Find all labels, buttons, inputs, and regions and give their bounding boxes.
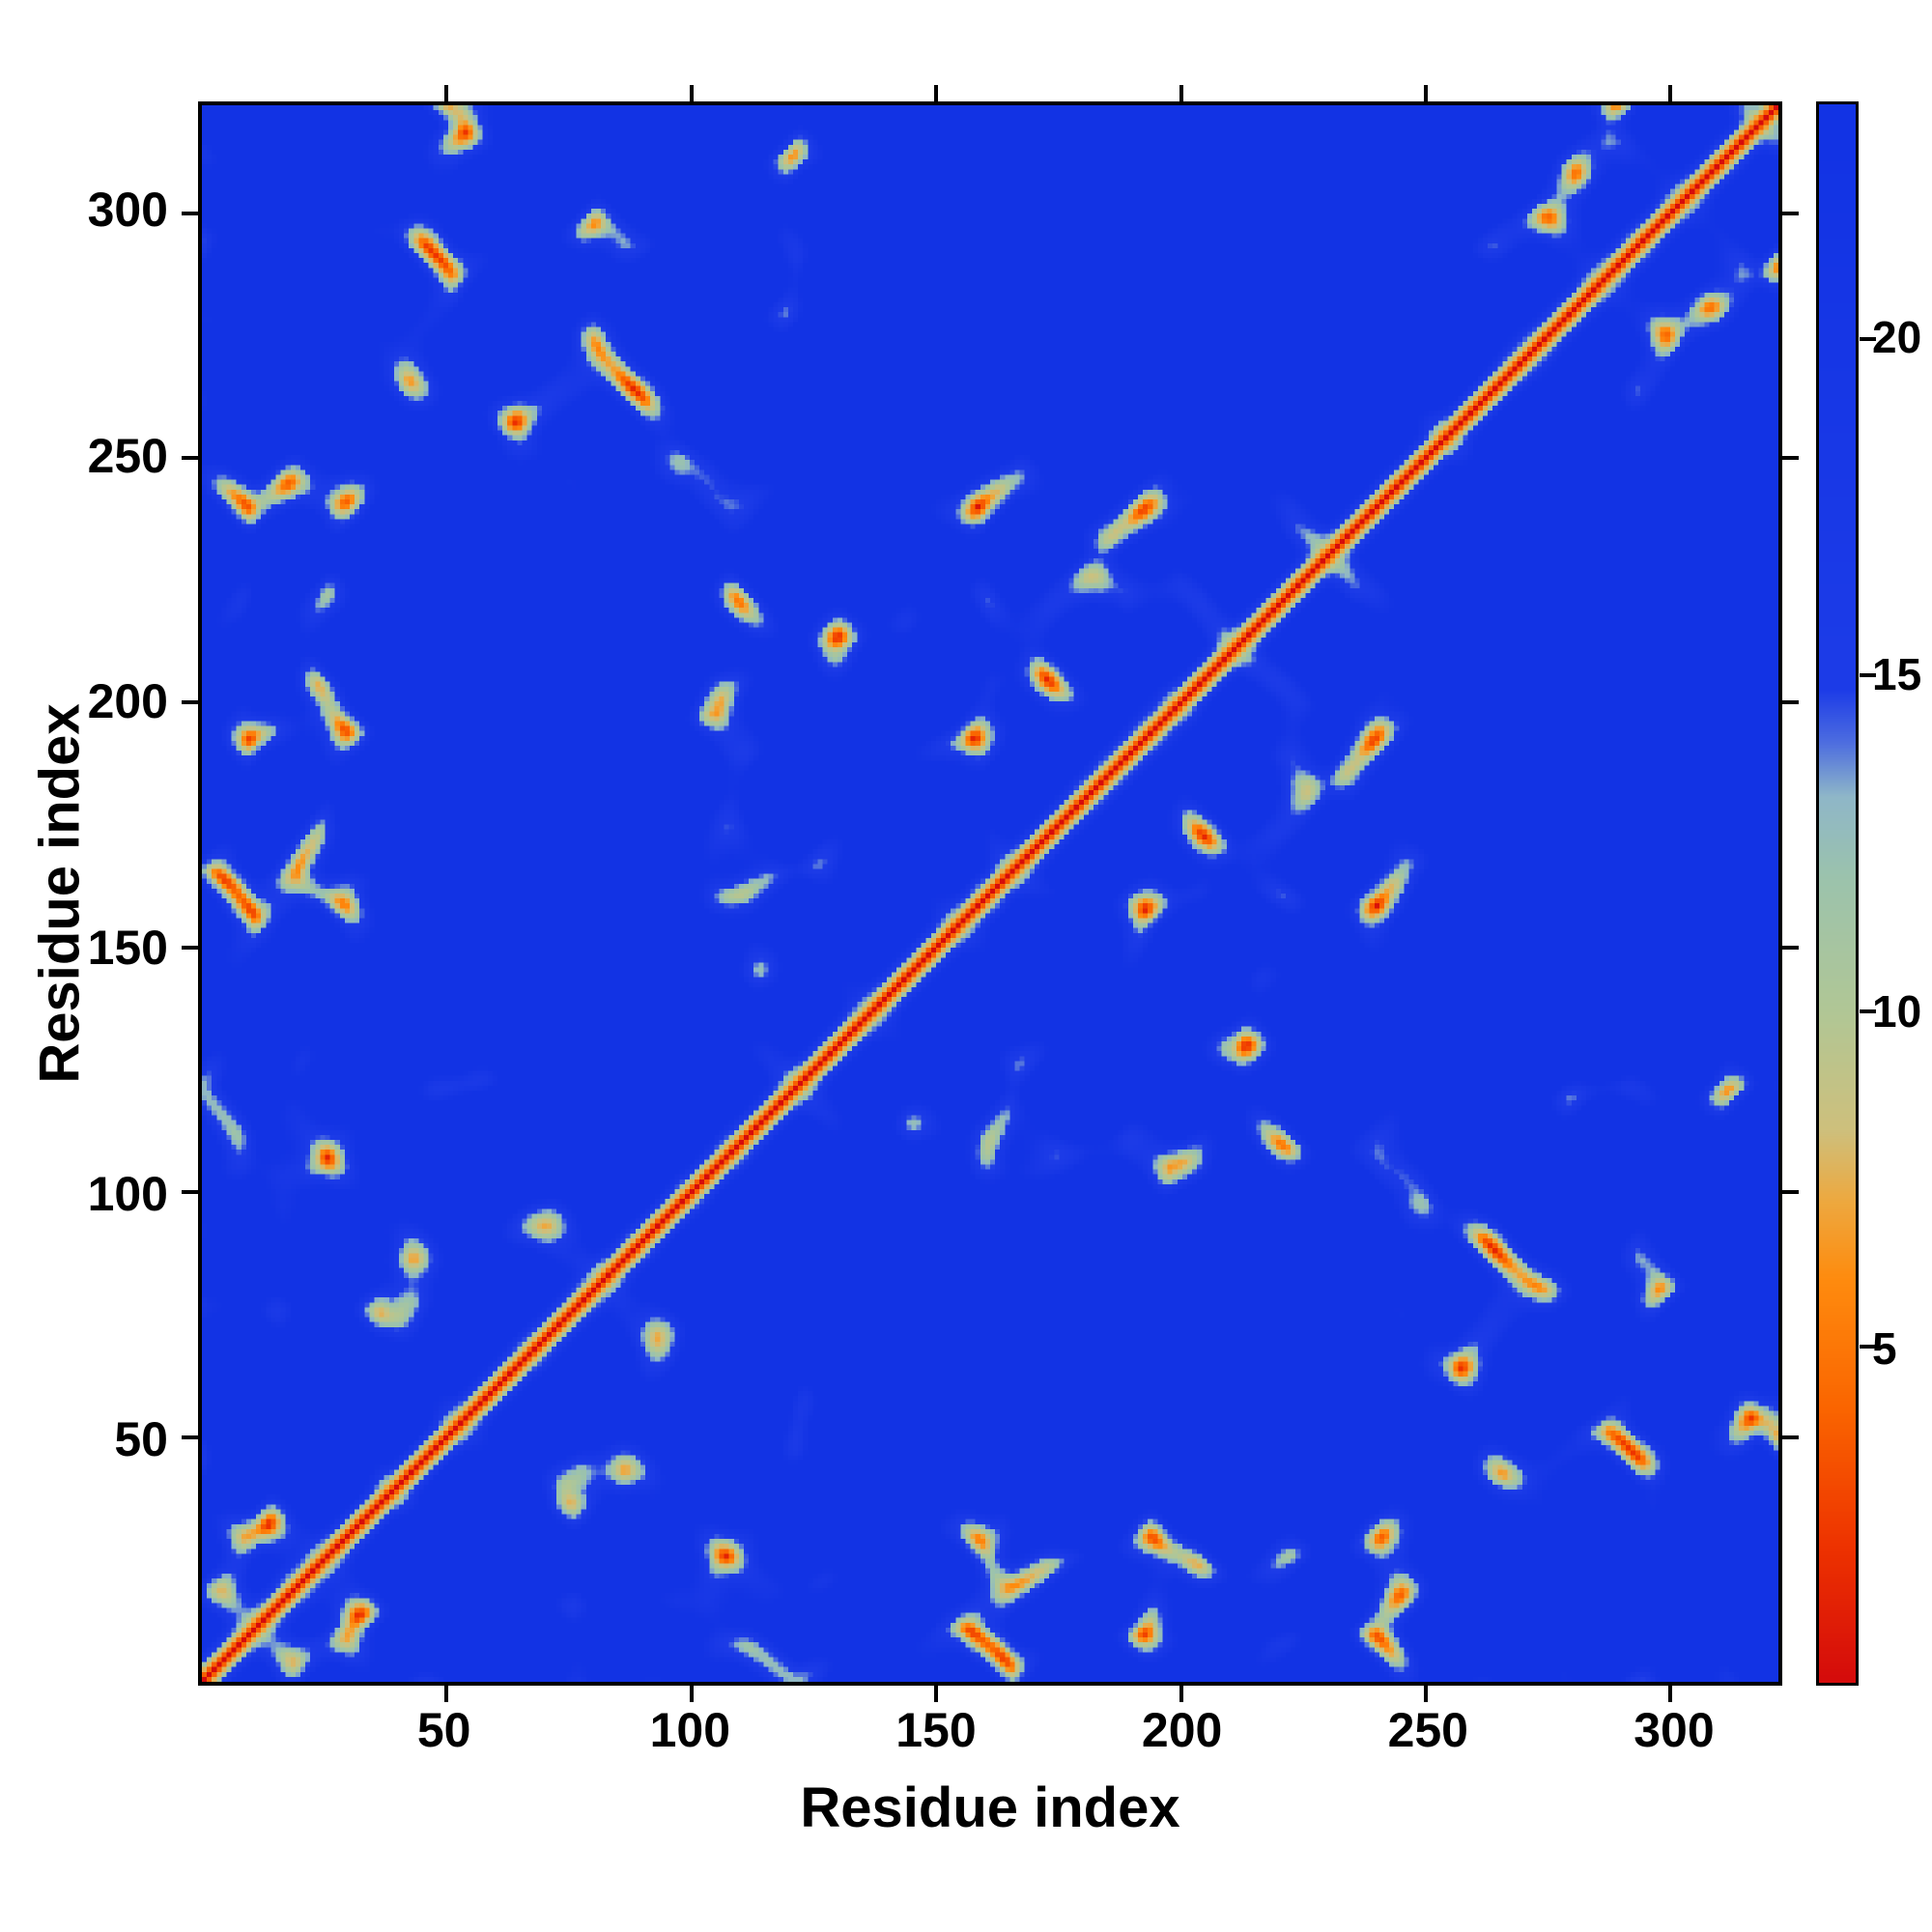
y-tick-labels: 50 100 150 200 250 300 <box>0 101 185 1686</box>
x-tick-mark <box>1179 1686 1183 1702</box>
y-tick-label: 50 <box>114 1412 168 1467</box>
x-tick-mark <box>444 85 449 101</box>
y-tick-mark <box>1782 1435 1799 1439</box>
y-tick-label: 250 <box>87 428 168 483</box>
x-tick-label: 150 <box>895 1703 977 1757</box>
y-tick-mark <box>1782 1190 1799 1195</box>
x-tick-mark <box>1668 1686 1673 1702</box>
x-tick-label: 250 <box>1387 1703 1468 1757</box>
y-tick-label: 300 <box>87 183 168 238</box>
x-axis-label: Residue index <box>800 1776 1180 1839</box>
x-tick-mark <box>689 1686 694 1702</box>
y-tick-label: 150 <box>87 921 168 976</box>
colorbar-canvas <box>1819 104 1856 1683</box>
x-tick-mark <box>934 85 939 101</box>
y-tick-mark <box>1782 455 1799 460</box>
x-tick-mark <box>1424 85 1429 101</box>
heatmap-canvas <box>202 105 1778 1682</box>
colorbar <box>1816 101 1876 1686</box>
y-tick-mark <box>1782 945 1799 950</box>
x-tick-mark <box>1179 85 1183 101</box>
x-tick-mark <box>934 1686 939 1702</box>
x-tick-mark <box>444 1686 449 1702</box>
colorbar-tick-label: 20 <box>1872 312 1922 363</box>
x-tick-label: 300 <box>1634 1703 1715 1757</box>
x-tick-labels: 50 100 150 200 250 300 <box>198 1706 1782 1764</box>
colorbar-tick-label: 10 <box>1872 986 1922 1037</box>
x-tick-mark <box>1424 1686 1429 1702</box>
x-tick-label: 50 <box>416 1703 471 1757</box>
y-tick-mark <box>1782 211 1799 215</box>
x-tick-mark <box>1668 85 1673 101</box>
x-tick-mark <box>689 85 694 101</box>
y-tick-mark <box>1782 700 1799 705</box>
y-tick-label: 200 <box>87 674 168 729</box>
colorbar-tick-labels: 5 10 15 20 <box>1872 101 1932 1686</box>
x-tick-label: 100 <box>649 1703 731 1757</box>
colorbar-tick-label: 15 <box>1872 649 1922 700</box>
colorbar-tick-label: 5 <box>1872 1323 1897 1375</box>
y-tick-label: 100 <box>87 1166 168 1221</box>
heatmap-plot-area <box>182 85 1799 1702</box>
x-tick-label: 200 <box>1141 1703 1223 1757</box>
